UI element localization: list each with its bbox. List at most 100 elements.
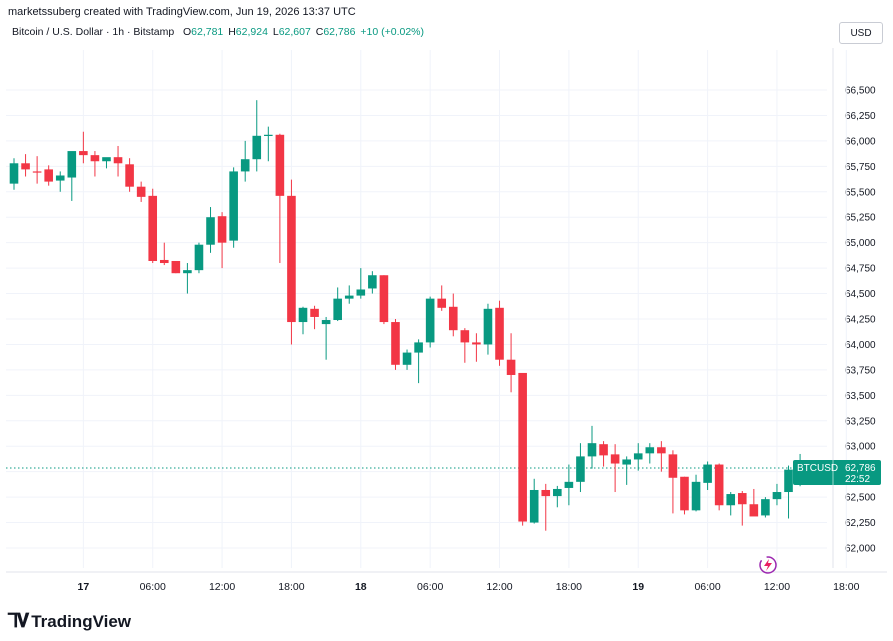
candle-body bbox=[576, 456, 585, 482]
x-tick-label: 18:00 bbox=[278, 581, 304, 593]
candle bbox=[668, 450, 678, 514]
candle-body bbox=[726, 494, 736, 506]
candle bbox=[240, 140, 250, 182]
candle bbox=[252, 100, 262, 172]
candle-body bbox=[402, 352, 412, 365]
candle-body bbox=[518, 372, 527, 522]
candle bbox=[356, 268, 366, 299]
last-price-tag-countdown: 22:52 bbox=[845, 474, 870, 485]
candle bbox=[599, 441, 608, 467]
candle-body bbox=[587, 443, 597, 457]
candle bbox=[125, 158, 134, 192]
candle bbox=[645, 443, 655, 464]
candle-body bbox=[79, 151, 88, 156]
candle-body bbox=[21, 163, 30, 170]
high-value: 62,924 bbox=[235, 26, 268, 38]
candle bbox=[576, 443, 585, 493]
y-tick-label: 65,000 bbox=[845, 238, 876, 249]
low-value: 62,607 bbox=[278, 26, 311, 38]
candle bbox=[506, 333, 516, 393]
candle bbox=[784, 465, 793, 519]
candle-body bbox=[703, 464, 712, 483]
candle bbox=[691, 474, 701, 512]
candle-body bbox=[784, 469, 793, 493]
candle-body bbox=[425, 298, 435, 343]
x-tick-label: 12:00 bbox=[209, 581, 235, 593]
candle-body bbox=[229, 171, 238, 241]
candle-body bbox=[194, 244, 204, 271]
ohlc-legend: Bitcoin / U.S. Dollar · 1h · Bitstamp O 6… bbox=[12, 26, 424, 38]
x-tick-label: 06:00 bbox=[140, 581, 166, 593]
candle bbox=[217, 212, 227, 269]
candle-body bbox=[691, 481, 701, 511]
candle bbox=[680, 476, 689, 515]
candle bbox=[391, 319, 400, 370]
candle bbox=[287, 179, 296, 345]
candle-body bbox=[749, 504, 759, 517]
x-tick-label: 18:00 bbox=[833, 581, 859, 593]
candle-body bbox=[240, 159, 250, 172]
candle-body bbox=[564, 481, 574, 488]
x-tick-label: 17 bbox=[78, 581, 90, 593]
y-tick-label: 63,500 bbox=[845, 391, 876, 402]
candle-body bbox=[506, 359, 516, 375]
last-price-tag bbox=[793, 460, 881, 486]
candle-body bbox=[275, 134, 285, 196]
tradingview-logo[interactable]: ⅂𝐕 TradingView bbox=[8, 610, 131, 633]
candle-body bbox=[379, 275, 389, 323]
candle bbox=[737, 491, 747, 526]
candle-body bbox=[148, 195, 158, 261]
candle bbox=[206, 207, 215, 253]
candle-body bbox=[44, 169, 53, 182]
high-label: H bbox=[228, 26, 236, 38]
candle bbox=[772, 483, 782, 506]
candle-body bbox=[633, 453, 643, 460]
y-tick-label: 62,250 bbox=[845, 518, 876, 529]
x-tick-label: 06:00 bbox=[417, 581, 443, 593]
candle-body bbox=[483, 308, 493, 345]
candle-body bbox=[761, 499, 770, 516]
candle bbox=[749, 488, 759, 517]
candle-body bbox=[183, 270, 192, 274]
candle-body bbox=[356, 289, 366, 296]
candle-body bbox=[541, 489, 551, 497]
y-tick-label: 66,250 bbox=[845, 111, 876, 122]
candle bbox=[67, 151, 77, 201]
candle bbox=[171, 260, 181, 274]
candle-body bbox=[610, 454, 620, 464]
change-value: +10 (+0.02%) bbox=[360, 26, 425, 38]
open-label: O bbox=[182, 26, 192, 38]
candle bbox=[437, 285, 447, 311]
candle-body bbox=[298, 307, 308, 323]
x-tick-label: 06:00 bbox=[694, 581, 720, 593]
candle-body bbox=[9, 163, 19, 184]
y-tick-label: 64,000 bbox=[845, 340, 876, 351]
candle-body bbox=[414, 342, 423, 353]
created-by-text: marketssuberg created with TradingView.c… bbox=[8, 6, 356, 18]
lightning-icon[interactable] bbox=[759, 556, 777, 574]
candle bbox=[610, 444, 620, 493]
candle-body bbox=[368, 275, 377, 289]
low-label: L bbox=[272, 26, 279, 38]
candle-body bbox=[252, 135, 262, 160]
candle-body bbox=[668, 454, 678, 478]
candle bbox=[402, 349, 412, 370]
candle bbox=[657, 441, 666, 472]
currency-button[interactable]: USD bbox=[839, 22, 883, 44]
y-tick-label: 64,500 bbox=[845, 289, 876, 300]
candle-body bbox=[32, 171, 42, 173]
candle-body bbox=[217, 216, 227, 243]
candle-body bbox=[495, 307, 504, 360]
y-tick-label: 62,000 bbox=[845, 544, 876, 555]
candle bbox=[703, 461, 712, 490]
candle-body bbox=[321, 320, 331, 325]
y-tick-label: 63,750 bbox=[845, 365, 876, 376]
symbol-description: Bitcoin / U.S. Dollar · 1h · Bitstamp bbox=[12, 26, 175, 38]
candle bbox=[587, 425, 597, 469]
candle-body bbox=[553, 488, 562, 497]
candle-body bbox=[171, 260, 181, 274]
candle bbox=[495, 300, 504, 366]
candle bbox=[21, 154, 30, 177]
candle bbox=[553, 485, 562, 508]
